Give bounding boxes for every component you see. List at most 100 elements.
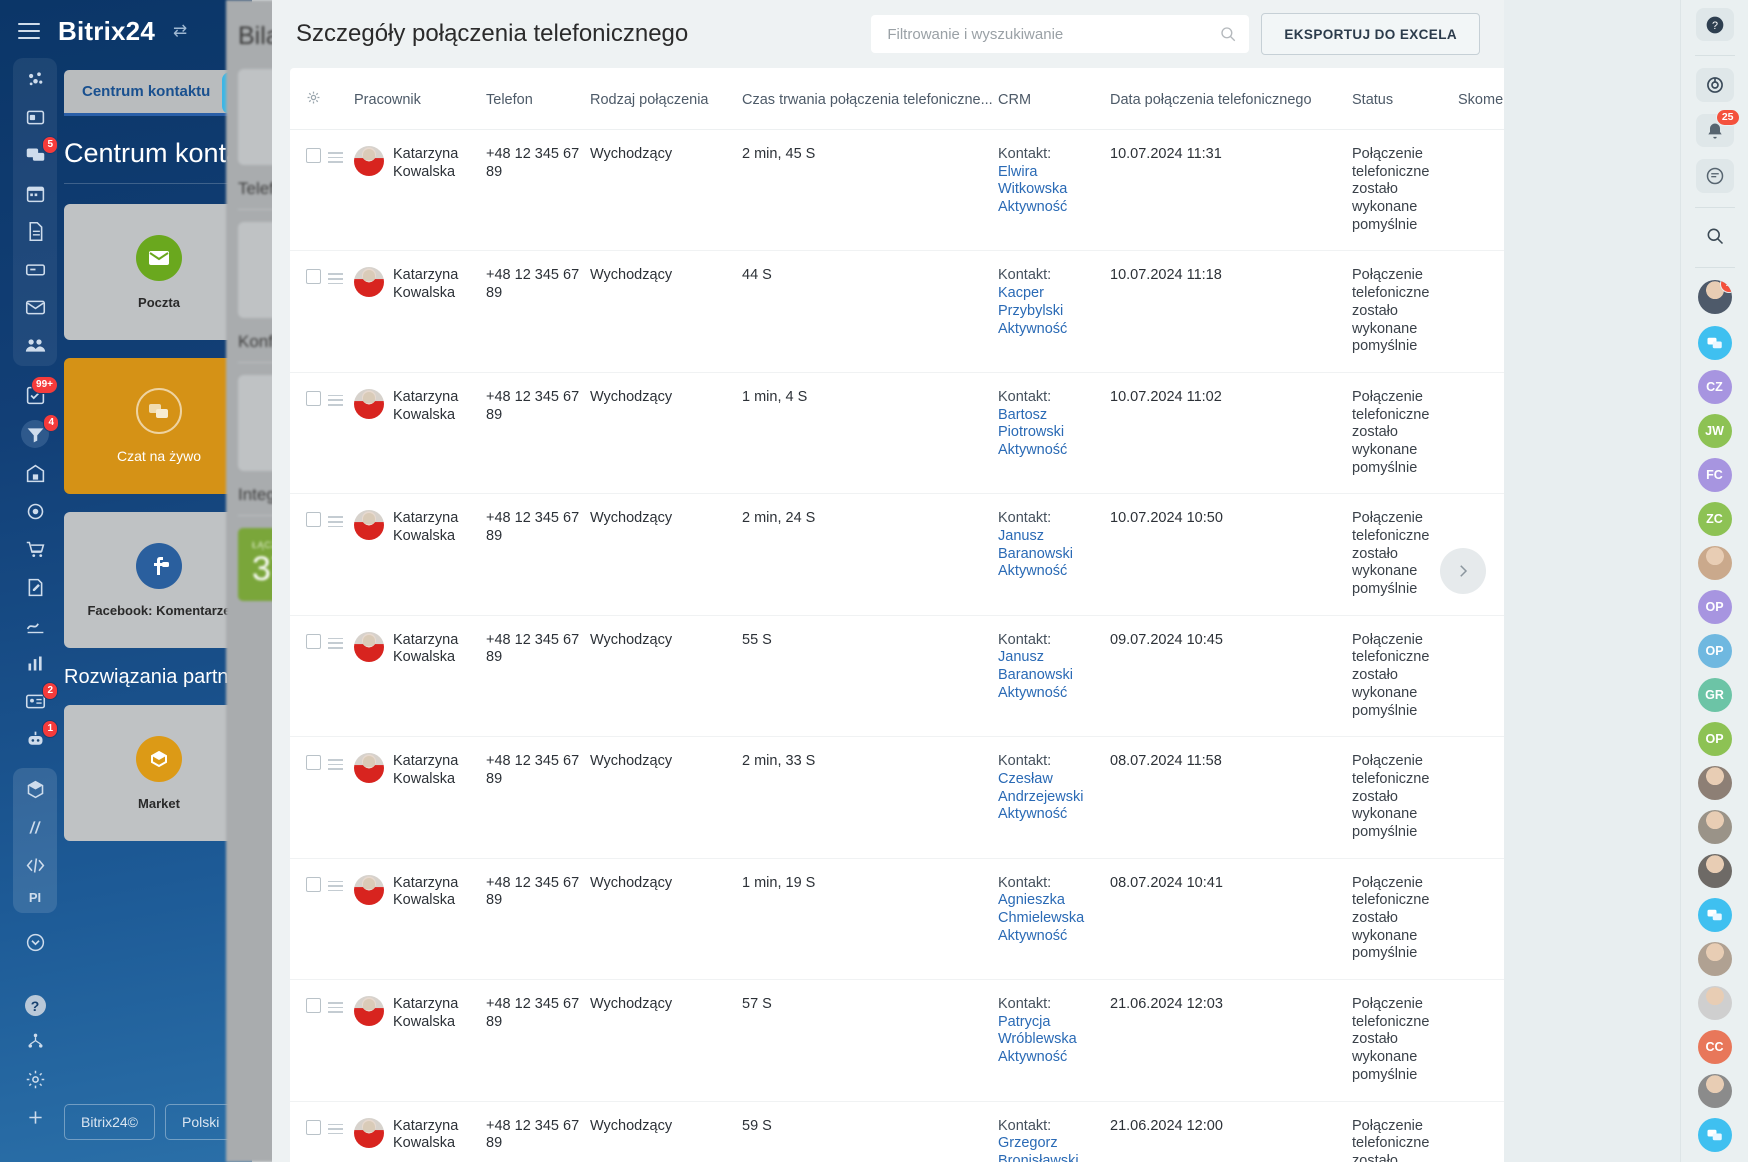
chat-icon[interactable]: 5 xyxy=(22,136,58,168)
table-row[interactable]: Katarzyna Kowalska +48 12 345 67 89 Wychod… xyxy=(290,858,1504,980)
col-rodzaj[interactable]: Rodzaj połączenia xyxy=(590,91,709,108)
row-drag-handle[interactable] xyxy=(328,516,348,528)
avatar[interactable] xyxy=(1697,1073,1732,1108)
table-row[interactable]: Katarzyna Kowalska +48 12 345 67 89 Wychod… xyxy=(290,615,1504,737)
row-drag-handle[interactable] xyxy=(328,759,348,770)
avatar[interactable] xyxy=(1697,941,1732,976)
drive-icon[interactable] xyxy=(22,256,48,282)
add-icon[interactable] xyxy=(22,1104,48,1130)
analytics-icon[interactable] xyxy=(22,650,48,676)
row-drag-handle[interactable] xyxy=(328,880,348,892)
gear-icon[interactable] xyxy=(22,1066,48,1092)
avatar-initials[interactable]: CC xyxy=(1697,1029,1732,1064)
col-status[interactable]: Status xyxy=(1352,91,1394,108)
col-skomentowano[interactable]: Skome xyxy=(1458,91,1504,108)
search-box[interactable] xyxy=(871,15,1250,53)
current-user-avatar[interactable]: 1 xyxy=(1697,279,1732,314)
notifications-button[interactable]: 25 xyxy=(1695,108,1740,148)
row-drag-handle[interactable] xyxy=(328,273,348,285)
row-drag-handle[interactable] xyxy=(328,152,348,163)
crm-activity-link[interactable]: Aktywność xyxy=(998,320,1068,337)
row-drag-handle[interactable] xyxy=(328,394,348,406)
tasks-icon[interactable]: 99+ xyxy=(22,376,58,408)
sitemap-icon[interactable] xyxy=(22,1028,48,1054)
mail-icon[interactable] xyxy=(22,294,48,320)
company-icon[interactable] xyxy=(22,460,48,486)
online-store-icon[interactable] xyxy=(22,536,48,562)
col-crm[interactable]: CRM xyxy=(998,91,1032,108)
crm-contact-link[interactable]: Kacper Przybylski xyxy=(998,285,1064,319)
crm-contact-link[interactable]: Agnieszka Chmielewska xyxy=(998,892,1085,926)
avatar-initials[interactable]: GR xyxy=(1697,677,1732,712)
table-row[interactable]: Katarzyna Kowalska +48 12 345 67 89 Wychod… xyxy=(290,980,1504,1101)
crm-activity-link[interactable]: Aktywność xyxy=(998,684,1068,701)
tile-market[interactable]: Market xyxy=(64,705,252,841)
tile-poczta[interactable]: Poczta xyxy=(64,204,252,340)
search-button[interactable] xyxy=(1696,220,1734,253)
col-pracownik[interactable]: Pracownik xyxy=(354,91,421,108)
col-telefon[interactable]: Telefon xyxy=(486,91,533,108)
menu-burger-icon[interactable] xyxy=(18,23,40,39)
crm-contact-link[interactable]: Grzegorz Bronisławski xyxy=(998,1135,1079,1162)
crm-contact-link[interactable]: Bartosz Piotrowski xyxy=(998,406,1065,441)
help-icon[interactable]: ? xyxy=(24,995,46,1016)
row-checkbox[interactable] xyxy=(306,998,321,1014)
avatar-initials[interactable]: OP xyxy=(1697,721,1732,756)
crm-activity-link[interactable]: Aktywność xyxy=(998,806,1068,823)
crm-contact-link[interactable]: Elwira Witkowska xyxy=(998,163,1068,198)
crm-marketing-icon[interactable] xyxy=(22,498,48,524)
crm-contact-link[interactable]: Czesław Andrzejewski xyxy=(998,770,1084,805)
select-all-header[interactable] xyxy=(290,68,328,130)
avatar-initials[interactable]: OP xyxy=(1697,633,1732,668)
avatar[interactable] xyxy=(1697,853,1732,888)
crm-activity-link[interactable]: Aktywność xyxy=(998,1049,1068,1066)
sites-icon[interactable] xyxy=(22,814,48,840)
row-drag-handle[interactable] xyxy=(328,1002,348,1013)
table-row[interactable]: Katarzyna Kowalska +48 12 345 67 89 Wychod… xyxy=(290,737,1504,859)
row-drag-handle[interactable] xyxy=(328,637,348,649)
crm-contact-link[interactable]: Patrycja Wróblewska xyxy=(998,1013,1077,1048)
pulse-button[interactable] xyxy=(1695,68,1734,102)
next-page-button[interactable] xyxy=(1440,548,1486,594)
row-checkbox[interactable] xyxy=(306,269,321,285)
tile-czat-na-zywo[interactable]: Czat na żywo xyxy=(64,358,252,494)
crm-contact-link[interactable]: Janusz Baranowski xyxy=(998,528,1073,562)
network-icon[interactable] xyxy=(22,66,48,92)
tile-facebook-komentarze[interactable]: Facebook: Komentarze xyxy=(64,512,252,648)
crm-activity-link[interactable]: Aktywność xyxy=(998,199,1068,216)
sign-icon[interactable] xyxy=(22,574,48,600)
avatar[interactable] xyxy=(1697,545,1732,580)
signature-icon[interactable] xyxy=(22,612,48,638)
avatar[interactable] xyxy=(1697,985,1732,1020)
crm-funnel-icon[interactable]: 4 xyxy=(21,414,59,448)
calendar-icon[interactable] xyxy=(22,180,48,206)
row-checkbox[interactable] xyxy=(306,390,321,406)
gear-icon[interactable] xyxy=(306,90,321,105)
tune-icon[interactable]: ⇄ xyxy=(172,21,188,40)
automation-bot-icon[interactable]: 1 xyxy=(22,720,58,752)
crm-contact-link[interactable]: Janusz Baranowski xyxy=(998,649,1073,684)
pi-app-item[interactable]: PI xyxy=(28,890,42,905)
table-row[interactable]: Katarzyna Kowalska +48 12 345 67 89 Wychod… xyxy=(290,372,1504,494)
export-to-excel-button[interactable]: EKSPORTUJ DO EXCELA xyxy=(1261,13,1480,55)
feed-icon[interactable] xyxy=(22,104,48,130)
col-data[interactable]: Data połączenia telefonicznego xyxy=(1110,91,1312,108)
row-checkbox[interactable] xyxy=(306,1119,321,1135)
col-czas-trwania[interactable]: Czas trwania połączenia telefoniczne... xyxy=(742,91,993,108)
row-drag-handle[interactable] xyxy=(328,1123,348,1135)
avatar-initials[interactable]: ZC xyxy=(1697,501,1732,536)
avatar-initials[interactable]: CZ xyxy=(1697,369,1732,404)
avatar[interactable] xyxy=(1697,897,1732,932)
help-button[interactable]: ? xyxy=(1695,8,1734,42)
crm-activity-link[interactable]: Aktywność xyxy=(998,927,1068,944)
avatar[interactable] xyxy=(1697,1117,1732,1152)
avatar-initials[interactable]: JW xyxy=(1697,413,1732,448)
avatar[interactable] xyxy=(1697,809,1732,844)
avatar[interactable] xyxy=(1697,765,1732,800)
messages-button[interactable] xyxy=(1695,159,1734,193)
crm-activity-link[interactable]: Aktywność xyxy=(998,563,1068,580)
table-row[interactable]: Katarzyna Kowalska +48 12 345 67 89 Wychod… xyxy=(290,494,1504,616)
row-checkbox[interactable] xyxy=(306,512,321,528)
row-checkbox[interactable] xyxy=(306,755,321,771)
chevron-down-icon[interactable] xyxy=(22,929,48,955)
